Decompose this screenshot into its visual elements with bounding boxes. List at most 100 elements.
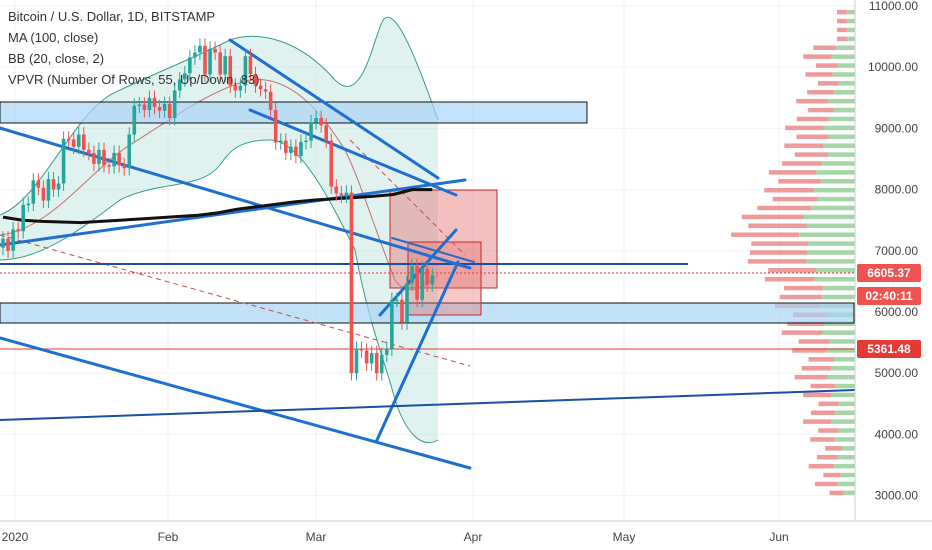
last-price-tag: [857, 264, 921, 282]
volume-bar-sell: [814, 481, 837, 487]
volume-bar-sell: [808, 463, 835, 469]
candle-body: [172, 90, 177, 118]
trendline-falling-channel-top: [228, 38, 440, 180]
resistance-zone[interactable]: [0, 101, 588, 124]
volume-bar-sell: [782, 161, 823, 166]
candle-body: [76, 134, 81, 147]
support-zone[interactable]: [0, 302, 855, 324]
volume-bar-sell: [807, 90, 834, 95]
volume-bar-buy: [846, 9, 855, 15]
price-tick-label: 8000.00: [875, 183, 919, 197]
volume-bar-sell: [808, 107, 834, 113]
volume-bar-buy: [828, 98, 855, 104]
candle-body: [87, 149, 91, 153]
volume-bar-sell: [772, 196, 818, 202]
candle-body: [273, 110, 278, 143]
time-tick-label: Apr: [464, 530, 483, 544]
volume-bar-sell: [781, 330, 822, 335]
candle-body: [82, 134, 86, 150]
candle-body: [369, 353, 374, 364]
candle-body: [329, 140, 334, 187]
candle-body: [122, 165, 126, 169]
volume-bar-buy: [814, 187, 855, 193]
support-price-tag: [857, 340, 921, 358]
candle-body: [102, 149, 106, 166]
volume-bar-sell: [818, 428, 839, 433]
price-tick-label: 9000.00: [875, 121, 919, 135]
volume-bar-sell: [794, 374, 828, 380]
candle-body: [339, 193, 344, 196]
candle-body: [66, 138, 71, 141]
candle-body: [268, 91, 273, 111]
time-tick-label: Feb: [158, 530, 179, 544]
volume-profile: [731, 9, 855, 496]
volume-bar-buy: [832, 72, 855, 77]
price-axis[interactable]: 11000.00 10000.00 9000.00 8000.00 7000.00 600…: [854, 0, 932, 520]
bollinger-basis: [0, 79, 439, 291]
candle-body: [415, 266, 419, 300]
volume-bar-buy: [838, 81, 855, 86]
time-tick-label: 2020: [2, 530, 29, 544]
price-tick-label: 7000.00: [875, 244, 919, 258]
volume-bar-sell: [768, 170, 817, 175]
candle-body: [56, 183, 61, 190]
legend-symbol-title[interactable]: Bitcoin / U.S. Dollar, 1D, BITSTAMP: [8, 9, 216, 24]
trendline-long-support[interactable]: [0, 389, 856, 421]
volume-bar-sell: [803, 54, 832, 59]
volume-bar-buy: [821, 294, 855, 300]
candle-body: [379, 354, 384, 374]
volume-bar-sell: [803, 419, 832, 424]
candle-body: [71, 139, 76, 147]
legend-bb[interactable]: BB (20, close, 2): [8, 51, 105, 66]
volume-bar-sell: [813, 45, 837, 51]
volume-bar-buy: [829, 339, 855, 344]
price-tick-label: 10000.00: [868, 60, 918, 74]
moving-average-line: [2, 188, 433, 225]
volume-bar-buy: [817, 196, 855, 202]
volume-bar-buy: [816, 170, 855, 175]
legend-ma[interactable]: MA (100, close): [8, 30, 99, 45]
volume-bar-sell: [768, 268, 816, 273]
volume-bar-sell: [837, 18, 847, 24]
candle-body: [36, 180, 41, 188]
time-tick-label: Mar: [306, 530, 327, 544]
time-axis[interactable]: 2020 Feb Mar Apr May Jun: [0, 520, 932, 550]
volume-bar-buy: [820, 179, 855, 184]
volume-bar-sell: [787, 321, 825, 326]
volume-bar-buy: [828, 134, 855, 140]
legend-vpvr[interactable]: VPVR (Number Of Rows, 55, Up/Down, 83): [8, 72, 260, 87]
volume-bar-buy: [841, 446, 855, 451]
volume-bar-buy: [846, 18, 855, 24]
chart-legend: Bitcoin / U.S. Dollar, 1D, BITSTAMP MA (…: [8, 6, 259, 90]
candle-body: [425, 268, 429, 285]
trendline-rising: [0, 178, 467, 247]
volume-bar-sell: [796, 134, 829, 140]
candle-body: [258, 85, 263, 90]
candle-body: [354, 348, 359, 374]
volume-bar-buy: [835, 410, 855, 415]
candle-body: [117, 152, 121, 166]
volume-bar-buy: [827, 374, 855, 380]
candle-body: [203, 45, 207, 75]
candle-body: [167, 103, 172, 118]
volume-bar-buy: [834, 437, 855, 442]
candle-body: [349, 192, 354, 374]
last-price-label: 6605.37: [867, 266, 911, 280]
candle-body: [16, 229, 20, 232]
candle-body: [233, 85, 238, 91]
volume-bar-sell: [808, 357, 835, 362]
volume-bar-sell: [749, 250, 808, 255]
volume-bar-sell: [785, 125, 824, 131]
candle-body: [112, 152, 116, 167]
volume-bar-buy: [837, 454, 855, 460]
candle-body: [344, 192, 349, 196]
volume-bar-buy: [824, 321, 855, 326]
candle-body: [11, 229, 15, 251]
countdown-tag: [857, 287, 921, 305]
price-tick-label: 6000.00: [875, 305, 919, 319]
candle-body: [390, 299, 394, 349]
candle-body: [289, 146, 293, 153]
candle-body: [253, 73, 258, 86]
candle-body: [31, 180, 36, 204]
